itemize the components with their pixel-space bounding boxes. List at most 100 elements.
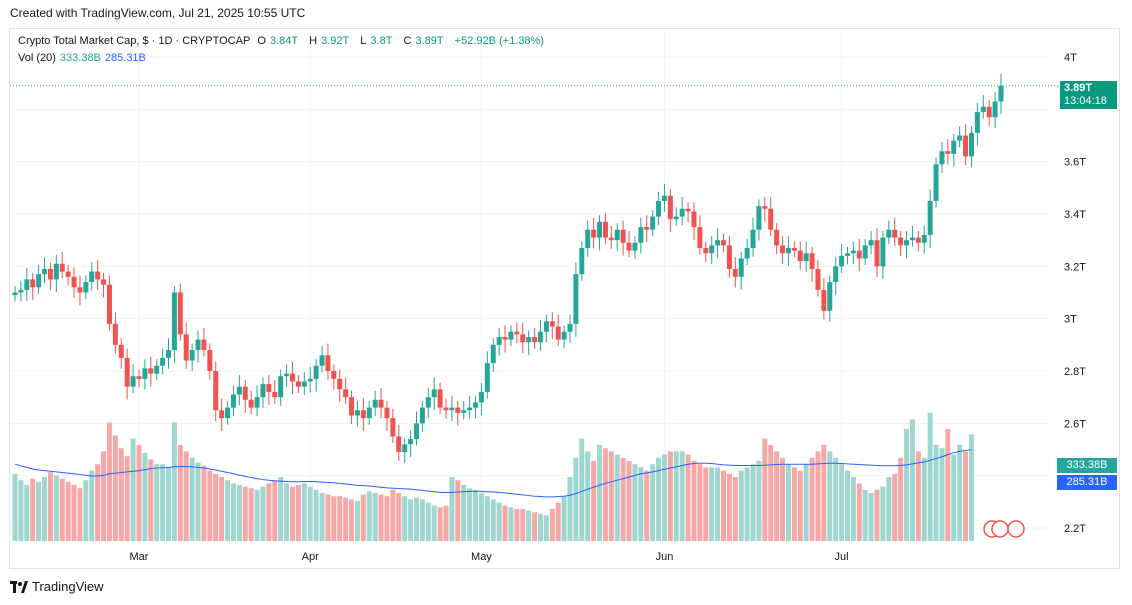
candle-body xyxy=(189,350,195,361)
candle-body xyxy=(101,279,107,285)
candle-body xyxy=(656,200,662,217)
candle-body xyxy=(284,373,290,377)
volume-bar xyxy=(726,473,732,541)
volume-bar xyxy=(537,513,543,541)
candle-body xyxy=(555,326,561,340)
volume-bar xyxy=(543,515,549,541)
candle-body xyxy=(679,208,685,217)
volume-bar xyxy=(319,493,325,541)
candle-body xyxy=(18,289,24,293)
candle-body xyxy=(626,242,632,251)
candle-body xyxy=(780,245,786,254)
candle-body xyxy=(827,282,833,311)
y-tick-label: 3.2T xyxy=(1064,261,1086,273)
candle-body xyxy=(248,399,254,408)
volume-bar xyxy=(732,477,738,541)
volume-bar xyxy=(744,467,750,541)
candle-body xyxy=(602,221,608,238)
candle-body xyxy=(915,237,921,243)
candle-body xyxy=(862,245,868,259)
candle-body xyxy=(667,195,673,220)
candle-body xyxy=(815,268,821,290)
candle-body xyxy=(774,229,780,246)
candle-body xyxy=(47,268,53,280)
candle-body xyxy=(325,355,331,371)
candle-body xyxy=(213,371,219,411)
volume-bar xyxy=(656,457,662,541)
volume-bar xyxy=(189,457,195,541)
volume-bar xyxy=(945,429,951,541)
candle-body xyxy=(868,240,874,246)
candle-body xyxy=(384,407,390,419)
candle-body xyxy=(254,397,260,408)
candle-body xyxy=(478,391,484,403)
candle-body xyxy=(331,371,337,379)
volume-bar xyxy=(579,438,585,541)
volume-bar xyxy=(89,470,95,541)
candle-body xyxy=(573,274,579,324)
volume-bar xyxy=(53,475,59,541)
volume-bar xyxy=(118,448,124,541)
volume-bar xyxy=(390,489,396,541)
volume-bar xyxy=(473,489,479,541)
low-label: L xyxy=(360,35,367,47)
candle-body xyxy=(295,381,301,387)
candle-body xyxy=(236,386,242,395)
volume-bar xyxy=(898,457,904,541)
symbol-title[interactable]: Crypto Total Market Cap, $ · 1D · CRYPTO… xyxy=(18,35,251,47)
candle-body xyxy=(12,292,18,296)
volume-bar xyxy=(490,499,496,541)
candle-body xyxy=(408,439,414,445)
volume-bar xyxy=(514,509,520,541)
y-tick-label: 4T xyxy=(1064,52,1077,64)
volume-bar xyxy=(597,445,603,541)
candle-body xyxy=(744,248,750,259)
candle-body xyxy=(36,274,42,288)
volume-bar xyxy=(402,496,408,541)
candle-body xyxy=(874,240,880,267)
candle-body xyxy=(904,240,910,246)
volume-bar xyxy=(957,445,963,541)
volume-bar xyxy=(738,470,744,541)
volume-bar xyxy=(101,451,107,541)
volume-bar xyxy=(573,457,579,541)
volume-bar xyxy=(284,483,290,541)
volume-bar xyxy=(349,499,355,541)
candle-body xyxy=(691,211,697,228)
last-price: 3.89T xyxy=(1064,82,1093,94)
volume-bar xyxy=(24,485,30,541)
candle-body xyxy=(632,242,638,251)
candle-body xyxy=(260,384,266,398)
volume-bar xyxy=(785,464,791,541)
candle-body xyxy=(715,240,721,246)
candle-body xyxy=(738,258,744,277)
volume-bar xyxy=(632,464,638,541)
volume-bar xyxy=(768,445,774,541)
candle-body xyxy=(963,135,969,157)
volume-bar xyxy=(136,445,142,541)
candle-body xyxy=(95,271,101,280)
volume-bar xyxy=(372,493,378,541)
volume-bar xyxy=(95,464,101,541)
candle-body xyxy=(532,336,538,343)
volume-bar xyxy=(437,507,443,541)
candle-body xyxy=(614,229,620,241)
candle-body xyxy=(673,216,679,220)
volume-indicator-label[interactable]: Vol (20) xyxy=(18,52,56,64)
candle-body xyxy=(921,234,927,243)
candle-body xyxy=(366,407,372,419)
volume-bar xyxy=(77,488,83,541)
candle-body xyxy=(289,373,295,382)
y-tick-label: 2.6T xyxy=(1064,418,1086,430)
created-caption: Created with TradingView.com, Jul 21, 20… xyxy=(10,6,306,20)
x-tick-label: Apr xyxy=(302,551,319,563)
candle-body xyxy=(319,355,325,366)
volume-bar xyxy=(697,464,703,541)
candle-body xyxy=(886,229,892,238)
open-value: 3.84T xyxy=(269,35,299,47)
volume-bar xyxy=(331,496,337,541)
volume-bar xyxy=(862,489,868,541)
volume-bar xyxy=(667,451,673,541)
volume-bar xyxy=(461,485,467,541)
